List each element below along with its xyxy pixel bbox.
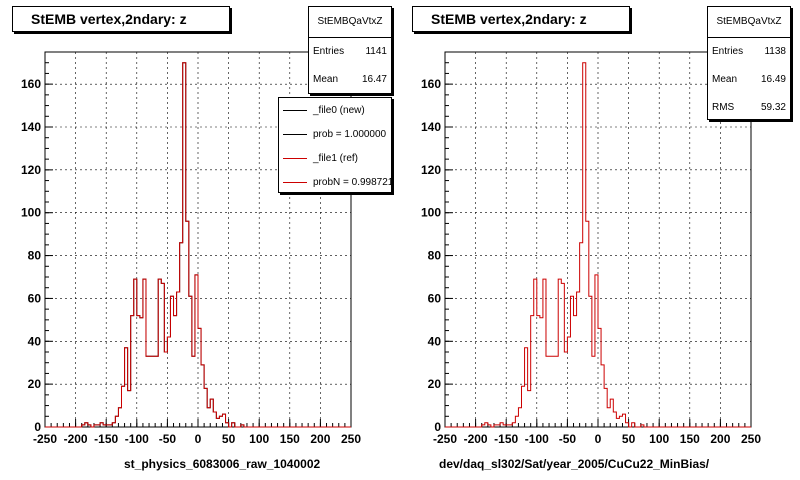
legend-swatch [283, 157, 307, 159]
x-tick-label: 250 [341, 432, 361, 446]
stats-box-right: StEMBQaVtxZ Entries 1138 Mean 16.49 RMS … [707, 6, 791, 120]
x-tick-label: -100 [525, 432, 549, 446]
stats-value: 16.49 [760, 74, 786, 85]
x-tick-label: 50 [622, 432, 636, 446]
title-box-right: StEMB vertex,2ndary: z [412, 6, 630, 32]
y-tick-label: 40 [28, 334, 42, 348]
histogram-series [45, 62, 351, 428]
chart-title: StEMB vertex,2ndary: z [431, 11, 587, 27]
x-tick-label: 0 [195, 432, 202, 446]
y-tick-label: 60 [28, 291, 42, 305]
stats-row-mean: Mean 16.47 [309, 66, 391, 94]
stats-row-mean: Mean 16.49 [708, 66, 790, 94]
stats-label: Entries [313, 46, 345, 57]
stats-label: Mean [712, 74, 738, 85]
x-tick-label: -200 [464, 432, 488, 446]
legend-entry: _file0 (new) [279, 98, 391, 122]
x-tick-label: 100 [649, 432, 669, 446]
stats-name: StEMBQaVtxZ [708, 7, 790, 38]
stats-value: 59.32 [760, 102, 786, 113]
x-tick-label: -250 [433, 432, 457, 446]
x-tick-label: -100 [125, 432, 149, 446]
legend-label: prob = 1.000000 [313, 128, 387, 140]
y-tick-label: 20 [28, 377, 42, 391]
histogram-series [445, 62, 751, 428]
legend-entry: _file1 (ref) [279, 146, 391, 170]
legend-label: _file0 (new) [313, 104, 365, 116]
x-tick-label: 200 [710, 432, 730, 446]
x-axis-caption-left: st_physics_6083006_raw_1040002 [124, 457, 321, 471]
x-axis-caption-right: dev/daq_sl302/Sat/year_2005/CuCu22_MinBi… [439, 457, 710, 471]
title-box-left: StEMB vertex,2ndary: z [12, 6, 230, 32]
y-tick-label: 0 [34, 420, 41, 434]
legend-entry: prob = 1.000000 [279, 122, 391, 146]
stats-row-rms: RMS 59.32 [708, 94, 790, 122]
x-tick-label: -250 [33, 432, 57, 446]
stats-row-entries: Entries 1141 [309, 38, 391, 66]
x-tick-label: 50 [222, 432, 236, 446]
histogram-right: -250 -200 -150 -100 -50 0 50 100 150 200 250 0 20 40 6… [421, 51, 761, 446]
legend-swatch [283, 133, 307, 135]
legend-entry: probN = 0.998721 [279, 170, 392, 192]
y-tick-label: 160 [21, 77, 41, 91]
x-tick-label: 200 [310, 432, 330, 446]
stats-value: 16.47 [361, 74, 387, 85]
y-tick-label: 140 [21, 120, 41, 134]
legend-swatch [283, 109, 307, 111]
x-tick-label: -150 [494, 432, 518, 446]
y-tick-label: 0 [434, 420, 441, 434]
y-tick-label: 80 [28, 249, 42, 263]
stats-row-entries: Entries 1138 [708, 38, 790, 66]
x-tick-label: 150 [280, 432, 300, 446]
x-tick-label: -150 [94, 432, 118, 446]
histogram-left: -250 -200 -150 -100 -50 0 50 100 150 200 250 0 20 40 6… [21, 51, 361, 446]
x-tick-label: 0 [595, 432, 602, 446]
y-tick-label: 140 [421, 120, 441, 134]
x-tick-label: -50 [559, 432, 577, 446]
stats-label: RMS [712, 102, 735, 113]
y-tick-label: 100 [421, 206, 441, 220]
y-tick-label: 120 [421, 163, 441, 177]
stats-name: StEMBQaVtxZ [309, 7, 391, 38]
x-tick-label: 150 [680, 432, 700, 446]
stats-label: Mean [313, 74, 339, 85]
x-tick-label: 100 [249, 432, 269, 446]
stats-box-left: StEMBQaVtxZ Entries 1141 Mean 16.47 [308, 6, 392, 94]
stats-value: 1138 [764, 46, 786, 57]
legend-label: _file1 (ref) [313, 152, 359, 164]
stats-label: Entries [712, 46, 744, 57]
x-tick-label: -200 [64, 432, 88, 446]
y-tick-label: 100 [21, 206, 41, 220]
y-tick-label: 120 [21, 163, 41, 177]
legend-swatch [283, 181, 307, 183]
x-tick-label: -50 [159, 432, 177, 446]
legend-label: probN = 0.998721 [313, 176, 392, 188]
y-tick-label: 60 [428, 291, 442, 305]
chart-title: StEMB vertex,2ndary: z [31, 11, 187, 27]
y-tick-label: 40 [428, 334, 442, 348]
legend-box: _file0 (new) prob = 1.000000 _file1 (ref… [278, 97, 392, 193]
y-tick-label: 80 [428, 249, 442, 263]
y-tick-label: 20 [428, 377, 442, 391]
stats-value: 1141 [365, 46, 387, 57]
y-tick-label: 160 [421, 77, 441, 91]
x-tick-label: 250 [741, 432, 761, 446]
